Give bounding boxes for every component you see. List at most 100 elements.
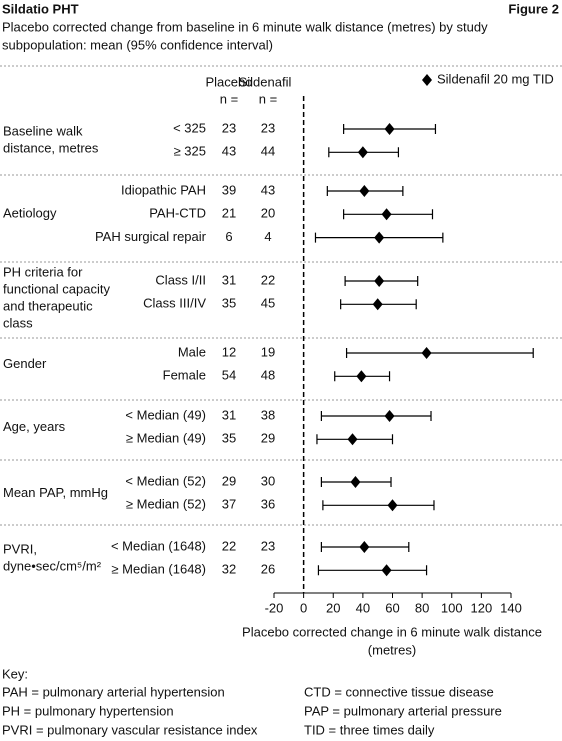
column-header: n = [259,91,277,106]
row-label: < Median (52) [125,473,206,488]
placebo-n: 31 [222,407,236,422]
row-label: Class III/IV [143,296,206,311]
row-label: Female [163,368,206,383]
placebo-n: 54 [222,368,236,383]
group-label: PVRI, [3,542,37,557]
x-tick-label: 100 [441,600,463,615]
placebo-n: 35 [222,431,236,446]
placebo-n: 22 [222,538,236,553]
sildenafil-n: 19 [261,344,275,359]
x-tick-label: 140 [500,600,522,615]
row-label: ≥ Median (49) [126,431,206,446]
sildenafil-n: 23 [261,538,275,553]
key-entry: PVRI = pulmonary vascular resistance ind… [2,722,258,737]
placebo-n: 35 [222,296,236,311]
estimate-marker [347,433,358,446]
sildenafil-n: 45 [261,296,275,311]
placebo-n: 23 [222,120,236,135]
key-entry: CTD = connective tissue disease [304,684,494,699]
key-title: Key: [2,666,28,681]
sildenafil-n: 4 [264,229,271,244]
placebo-n: 39 [222,182,236,197]
placebo-n: 12 [222,344,236,359]
subtitle: Placebo corrected change from baseline i… [2,19,488,34]
placebo-n: 29 [222,473,236,488]
row-label: < Median (49) [125,407,206,422]
x-axis-label: (metres) [368,642,416,657]
estimate-marker [350,476,361,488]
row-label: < 325 [173,120,206,135]
sildenafil-n: 29 [261,431,275,446]
sildenafil-n: 48 [261,368,275,383]
ci-line [320,411,432,421]
estimate-marker [374,231,385,244]
estimate-marker [384,410,395,422]
key-entry: PAH = pulmonary arterial hypertension [2,684,225,699]
column-header: Sildenafil [239,74,292,89]
group-label: Mean PAP, mmHg [3,485,108,500]
sildenafil-n: 44 [261,144,275,159]
subtitle: subpopulation: mean (95% confidence inte… [2,37,273,52]
legend-marker [422,74,432,86]
group-label: distance, metres [3,141,99,156]
placebo-n: 21 [222,206,236,221]
group-label: and therapeutic [3,299,93,314]
row-label: < Median (1648) [111,538,206,553]
estimate-marker [359,541,370,553]
x-tick-label: 60 [385,600,399,615]
sildenafil-n: 36 [261,497,275,512]
group-label: Baseline walk [3,124,83,139]
estimate-marker [356,370,367,383]
column-header: Placebo [206,74,253,89]
ci-line [322,500,435,511]
row-label: ≥ 325 [174,144,206,159]
estimate-marker [359,185,370,197]
estimate-marker [381,564,392,577]
x-tick-label: 20 [326,600,340,615]
sildenafil-n: 22 [261,272,275,287]
row-label: ≥ Median (1648) [111,562,206,577]
sildenafil-n: 43 [261,182,275,197]
x-tick-label: 120 [471,600,493,615]
chart-title: Sildatio PHT [2,1,79,16]
row-label: Class I/II [155,272,206,287]
estimate-marker [374,275,385,287]
estimate-marker [384,123,395,135]
group-label: Aetiology [3,206,57,221]
estimate-marker [381,208,392,221]
row-label: Male [178,344,206,359]
row-label: PAH-CTD [149,206,206,221]
row-label: Idiopathic PAH [121,182,206,197]
sildenafil-n: 38 [261,407,275,422]
key-entry: PH = pulmonary hypertension [2,703,174,718]
estimate-marker [421,347,432,359]
placebo-n: 6 [225,229,232,244]
placebo-n: 37 [222,497,236,512]
sildenafil-n: 23 [261,120,275,135]
ci-line [345,348,534,358]
x-tick-label: 40 [356,600,370,615]
legend-label: Sildenafil 20 mg TID [437,71,554,86]
sildenafil-n: 30 [261,473,275,488]
group-label: dyne•sec/cm⁵/m² [3,559,102,574]
group-label: PH criteria for [3,265,83,280]
group-label: Age, years [3,419,66,434]
estimate-marker [372,298,383,311]
placebo-n: 43 [222,144,236,159]
x-tick-label: -20 [265,600,284,615]
placebo-n: 32 [222,562,236,577]
x-tick-label: 80 [415,600,429,615]
row-label: ≥ Median (52) [126,497,206,512]
column-header: n = [220,91,238,106]
estimate-marker [357,146,368,159]
sildenafil-n: 26 [261,562,275,577]
x-axis-label: Placebo corrected change in 6 minute wal… [242,624,542,639]
group-label: class [3,316,33,331]
estimate-marker [387,499,398,512]
row-label: PAH surgical repair [95,229,207,244]
key-entry: PAP = pulmonary arterial pressure [304,703,502,718]
placebo-n: 31 [222,272,236,287]
ci-line [317,565,428,576]
x-tick-label: 0 [300,600,307,615]
